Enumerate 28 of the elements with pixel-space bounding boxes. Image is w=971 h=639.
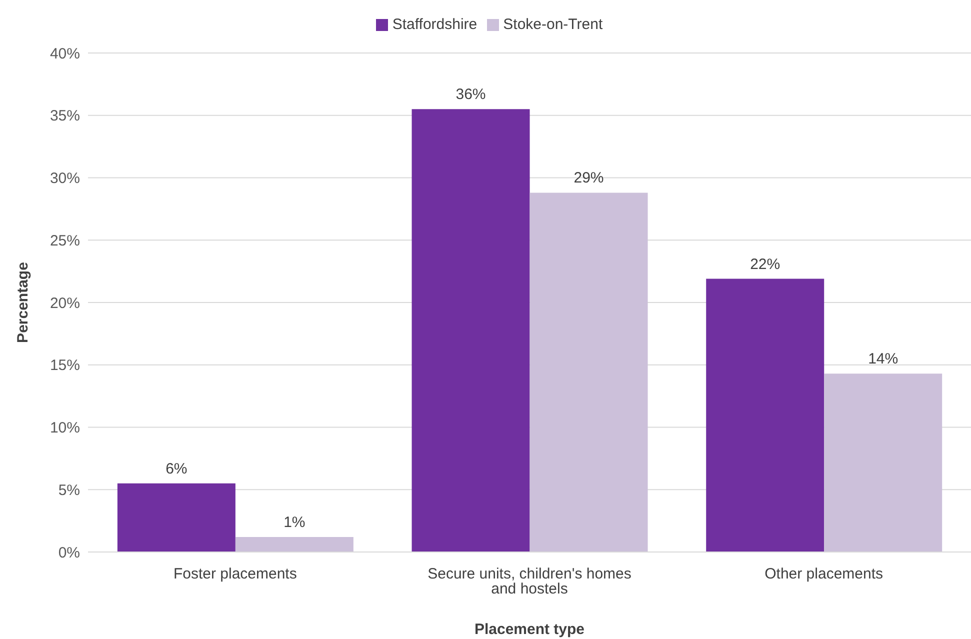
legend-label: Staffordshire (392, 16, 478, 33)
x-axis-title: Placement type (474, 621, 585, 638)
bar (706, 278, 824, 552)
bar (824, 374, 942, 552)
data-label: 36% (456, 86, 486, 104)
bar (235, 537, 354, 552)
bar (117, 483, 236, 552)
y-tick-label: 30% (50, 170, 80, 188)
y-tick-label: 35% (50, 108, 80, 125)
y-tick-label: 20% (50, 294, 80, 312)
data-label: 22% (750, 256, 780, 273)
data-label: 6% (166, 460, 188, 478)
y-tick-label: 5% (58, 482, 80, 499)
x-tick-label: Secure units, children's homes and hostels (428, 566, 632, 598)
legend-label: Stoke-on-Trent (503, 16, 603, 33)
y-axis-title: Percentage (14, 262, 32, 343)
y-tick-label: 0% (58, 544, 80, 562)
x-tick-label: Foster placements (173, 566, 297, 583)
bar (412, 109, 530, 552)
data-label: 1% (284, 514, 306, 532)
y-tick-label: 25% (50, 232, 80, 250)
y-tick-label: 10% (50, 420, 80, 437)
y-tick-label: 15% (50, 357, 80, 374)
y-tick-label: 40% (50, 45, 80, 62)
data-label: 29% (574, 170, 604, 187)
data-label: 14% (868, 350, 898, 368)
bar (530, 192, 648, 552)
x-tick-label: Other placements (764, 566, 884, 583)
